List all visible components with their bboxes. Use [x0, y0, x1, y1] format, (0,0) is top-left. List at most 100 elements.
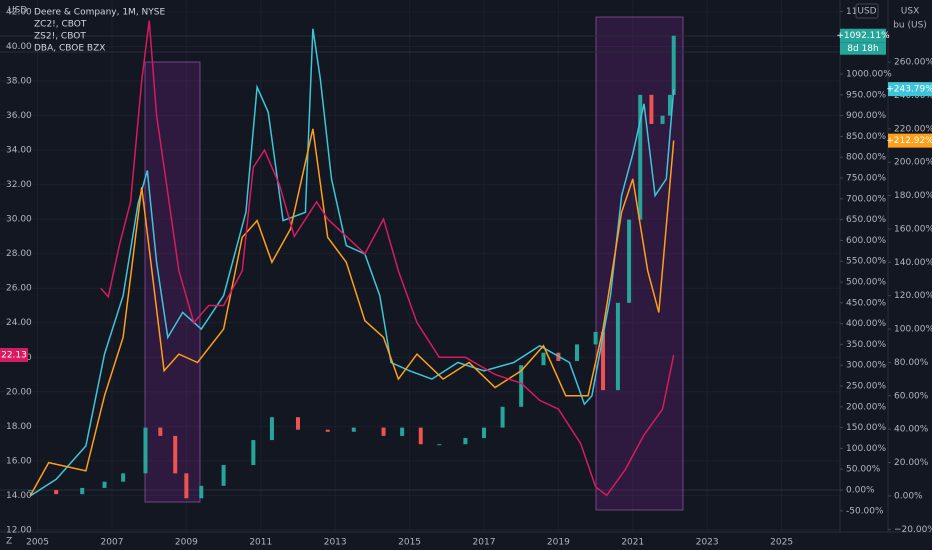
candle: [601, 331, 606, 391]
candle: [671, 35, 676, 95]
y3-tick-label: 120.00%: [894, 291, 932, 301]
candle: [158, 427, 163, 436]
last-value-label: +212.92%: [886, 136, 932, 146]
candle: [593, 331, 598, 345]
x-tick-label: 2011: [249, 538, 272, 548]
y3-subunit: bu (US): [893, 21, 927, 31]
x-tick-label: 2025: [770, 538, 793, 548]
y2-tick-label: 750.00%: [846, 174, 886, 184]
y2-tick-label: -50.00%: [846, 506, 884, 516]
y-tick-label: 12.00: [6, 525, 32, 535]
y-tick-label: 28.00: [6, 249, 32, 259]
y2-unit: USD: [857, 7, 876, 17]
y3-tick-label: 0.00%: [894, 491, 923, 501]
candle: [463, 437, 468, 445]
y2-tick-label: 650.00%: [846, 215, 886, 225]
highlight-box: [144, 61, 201, 503]
last-value-label: +1092.11%: [836, 31, 890, 41]
y3-tick-label: 180.00%: [894, 191, 932, 201]
candle: [143, 427, 148, 474]
y3-tick-label: 20.00%: [894, 458, 929, 468]
legend-item: DBA, CBOE BZX: [34, 44, 105, 54]
y-tick-label: 34.00: [6, 146, 32, 156]
x-tick-label: 2005: [26, 538, 49, 548]
candle: [28, 489, 33, 491]
y3-tick-label: 260.00%: [894, 58, 932, 68]
legend-item: ZC2!, CBOT: [34, 20, 87, 30]
candle: [638, 94, 643, 220]
x-tick-label: 2013: [324, 538, 347, 548]
y2-tick-label: 850.00%: [846, 132, 886, 142]
series-line: [29, 28, 675, 497]
y2-tick-label: 11: [846, 7, 857, 17]
y2-tick-label: 100.00%: [846, 444, 886, 454]
y-tick-label: 30.00: [6, 215, 32, 225]
candle: [418, 427, 423, 445]
y2-tick-label: 950.00%: [846, 90, 886, 100]
candle: [660, 115, 665, 124]
z-button[interactable]: Z: [6, 537, 12, 547]
y3-unit: USX: [901, 7, 919, 17]
candle: [381, 427, 386, 436]
x-tick-label: 2019: [547, 538, 570, 548]
y3-tick-label: 100.00%: [894, 325, 932, 335]
countdown-badge: [840, 42, 886, 55]
legend-item: Deere & Company, 1M, NYSE: [34, 8, 165, 18]
y2-tick-label: 250.00%: [846, 382, 886, 392]
candle: [351, 427, 356, 432]
x-tick-label: 2021: [621, 538, 644, 548]
candle: [221, 465, 226, 486]
last-value-badge: [840, 28, 886, 43]
candle: [295, 417, 300, 430]
y3-tick-label: 200.00%: [894, 158, 932, 168]
series-line: [100, 20, 675, 497]
candle: [500, 406, 505, 428]
x-tick-label: 2017: [473, 538, 496, 548]
y2-tick-label: 500.00%: [846, 278, 886, 288]
y2-tick-label: 800.00%: [846, 153, 886, 163]
x-tick-label: 2015: [398, 538, 421, 548]
y3-tick-label: 60.00%: [894, 391, 929, 401]
candle: [437, 444, 442, 446]
y2-tick-label: 550.00%: [846, 257, 886, 267]
candle: [121, 473, 126, 482]
y-tick-label: 40.00: [6, 42, 32, 52]
last-value-badge: [888, 133, 932, 148]
y3-tick-label: 160.00%: [894, 224, 932, 234]
marks: [28, 20, 676, 499]
candle: [173, 435, 178, 474]
y-tick-label: 38.00: [6, 76, 32, 86]
candle: [574, 344, 579, 362]
candle: [184, 473, 189, 499]
series-line: [29, 128, 675, 497]
y2-tick-label: 900.00%: [846, 111, 886, 121]
y2-tick-label: 400.00%: [846, 319, 886, 329]
y-unit: USD: [8, 6, 27, 16]
y3-tick-label: 40.00%: [894, 425, 929, 435]
y3-tick-label: 140.00%: [894, 258, 932, 268]
y-tick-label: 20.00: [6, 387, 32, 397]
y2-tick-label: 1000.00%: [846, 70, 892, 80]
candle: [627, 219, 632, 303]
y-tick-label: 36.00: [6, 111, 32, 121]
y2-tick-label: 0.00%: [846, 485, 875, 495]
y2-tick-label: 50.00%: [846, 465, 881, 475]
x-tick-label: 2007: [101, 538, 124, 548]
y-tick-label: 14.00: [6, 491, 32, 501]
legend-item: ZS2!, CBOT: [34, 32, 86, 42]
candle: [541, 352, 546, 366]
x-tick-label: 2023: [696, 538, 719, 548]
y-tick-label: 32.00: [6, 180, 32, 190]
y-tick-label: 26.00: [6, 284, 32, 294]
y2-tick-label: 700.00%: [846, 194, 886, 204]
candle: [400, 427, 405, 436]
highlight-box: [595, 16, 684, 511]
candle: [481, 427, 486, 438]
y3-tick-label: 80.00%: [894, 358, 929, 368]
y2-tick-label: 600.00%: [846, 236, 886, 246]
unit-badge: [855, 3, 879, 19]
y2-tick-label: 350.00%: [846, 340, 886, 350]
candle: [649, 94, 654, 124]
grid: [0, 489, 840, 491]
